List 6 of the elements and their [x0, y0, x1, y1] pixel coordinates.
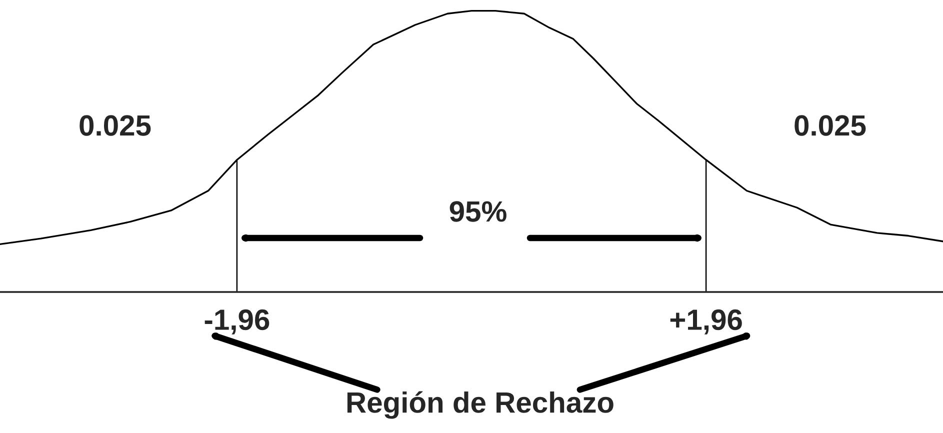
annotation: 95%: [450, 201, 506, 222]
x-tick-label: -1,96: [204, 309, 270, 334]
x-tick-label: +1,96: [670, 309, 742, 334]
annotation: 0.025: [80, 115, 151, 136]
annotation: 0.025: [794, 115, 866, 136]
text: Región de Rechazo: [347, 391, 614, 419]
